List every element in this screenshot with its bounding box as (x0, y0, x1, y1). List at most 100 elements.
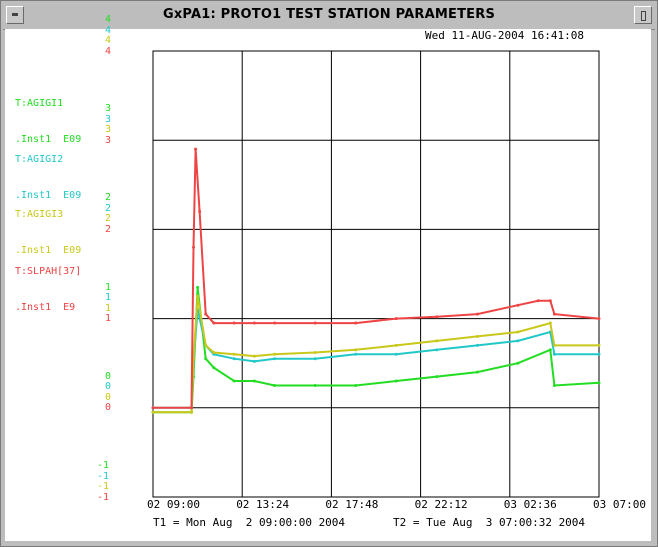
data-point (435, 315, 439, 319)
legend-entry-slpah: T:SLPAH[37] .Inst1 E9 (15, 242, 81, 338)
data-point (552, 352, 556, 356)
y-tick-label: 0 (105, 370, 112, 382)
series-line-t-agigi2 (153, 309, 599, 409)
data-point (516, 339, 520, 343)
data-point (273, 321, 277, 325)
data-point (597, 317, 601, 321)
x-tick-label: 02 13:24 (236, 498, 290, 511)
x-tick-label: 02 09:00 (147, 498, 200, 511)
data-point (232, 352, 236, 356)
data-point (198, 210, 202, 214)
y-tick-label: -1 (97, 460, 110, 471)
data-point (536, 299, 540, 303)
data-point (196, 285, 200, 289)
series-line-t-agigi1 (153, 287, 600, 414)
title-bar[interactable]: GxPA1: PROTO1 TEST STATION PARAMETERS (3, 3, 655, 30)
data-point (252, 379, 256, 383)
y-tick-label: -1 (97, 491, 110, 503)
legend-unit: .Inst1 E09 (15, 134, 82, 145)
y-tick-label: 2 (105, 192, 112, 204)
legend-entry-agigi3: T:AGIGI3 .Inst1 E09 (15, 185, 81, 281)
timestamp: Wed 11-AUG-2004 16:41:08 (425, 29, 584, 42)
chart-area: Wed 11-AUG-2004 16:41:08 T:AGIGI1 .Inst1… (5, 15, 651, 541)
data-point (597, 381, 601, 385)
data-point (475, 343, 479, 347)
legend-unit: .Inst1 E09 (15, 190, 82, 201)
legend-entry-agigi2: T:AGIGI2 .Inst1 E09 (15, 130, 81, 226)
plot-svg (151, 50, 601, 498)
y-tick-label: 0 (105, 381, 112, 393)
y-tick-label: 4 (105, 35, 112, 46)
data-point (204, 343, 208, 347)
data-point (475, 370, 479, 374)
x-tick-label: 02 22:12 (414, 498, 468, 511)
y-tick-label: 0 (105, 402, 112, 414)
data-point (252, 354, 256, 358)
legend-name: T:AGIGI3 (15, 209, 64, 220)
data-point (435, 375, 439, 379)
footer-t2: T2 = Tue Aug 3 07:00:32 2004 (393, 516, 586, 529)
legend-name: T:SLPAH[37] (15, 266, 82, 277)
data-point (273, 352, 277, 356)
data-point (394, 317, 398, 321)
data-point (151, 406, 155, 410)
series-line-t-agigi3 (153, 296, 599, 414)
y-tick-label: 4 (105, 45, 112, 57)
data-point (313, 357, 317, 361)
y-tick-label: 1 (105, 281, 112, 293)
data-point (232, 321, 236, 325)
data-point (516, 330, 520, 334)
y-tick-label: -1 (97, 481, 110, 492)
data-point (548, 299, 552, 303)
data-point (354, 348, 358, 352)
data-point (252, 359, 256, 363)
y-tick-label: 3 (105, 124, 112, 136)
y-tick-label: 2 (105, 202, 112, 214)
y-tick-label: 4 (105, 24, 112, 36)
data-point (354, 352, 358, 356)
legend-name: T:AGIGI2 (15, 154, 64, 165)
y-tick-label: 2 (105, 223, 112, 235)
maximize-icon (641, 11, 646, 21)
data-point (475, 334, 479, 338)
data-point (475, 312, 479, 316)
data-point (273, 384, 277, 387)
menu-icon (12, 13, 18, 16)
data-point (354, 321, 358, 325)
data-point (151, 410, 155, 414)
data-point (273, 357, 277, 361)
plot-frame (152, 50, 600, 498)
data-point (204, 357, 208, 361)
data-point (597, 352, 601, 356)
data-point (548, 348, 552, 352)
data-point (354, 384, 358, 387)
data-point (435, 339, 439, 343)
data-point (204, 312, 208, 316)
window-title: GxPA1: PROTO1 TEST STATION PARAMETERS (162, 7, 496, 22)
data-point (192, 245, 196, 249)
data-point (552, 343, 556, 347)
window-menu-button[interactable] (6, 6, 24, 24)
footer-t1: T1 = Mon Aug 2 09:00:00 2004 (153, 516, 346, 529)
legend-unit: .Inst1 E09 (15, 245, 82, 256)
y-tick-label: 3 (105, 103, 112, 115)
data-point (313, 384, 317, 387)
y-tick-label: 1 (105, 292, 112, 304)
data-point (552, 312, 556, 316)
data-point (548, 321, 552, 325)
legend-name: T:AGIGI1 (15, 98, 64, 109)
maximize-button[interactable] (634, 6, 652, 24)
y-tick-label: 1 (105, 302, 112, 314)
data-point (212, 321, 216, 325)
x-tick-label: 03 07:00 (593, 498, 646, 511)
x-tick-label: 03 02:36 (503, 498, 557, 511)
data-point (516, 361, 520, 365)
data-point (232, 379, 236, 383)
data-point (190, 406, 194, 410)
data-point (212, 366, 216, 370)
data-point (552, 384, 556, 387)
data-point (190, 410, 194, 414)
data-point (313, 321, 317, 325)
y-tick-label: 2 (105, 213, 112, 225)
